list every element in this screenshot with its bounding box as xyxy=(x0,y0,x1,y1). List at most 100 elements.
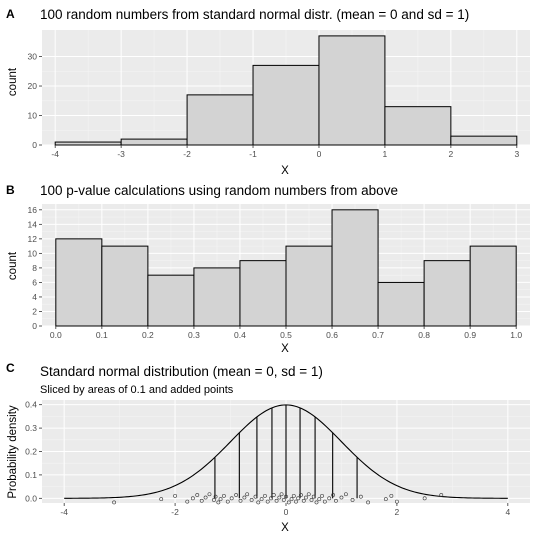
panel-c-data-point xyxy=(383,497,388,502)
panel-a-histogram-bar xyxy=(384,106,452,146)
panel-c-data-point xyxy=(343,492,348,497)
panel-c-data-point xyxy=(218,497,223,502)
panel-a-letter: A xyxy=(6,7,15,21)
panel-a-histogram-bar xyxy=(186,94,254,146)
panel-b-histogram-bar xyxy=(147,274,195,327)
panel-c-data-point xyxy=(311,494,316,499)
panel-c-plot: -4 -2 0 2 4 0.0 0.1 0.2 0.3 0.4 xyxy=(25,400,530,517)
panel-c-data-point xyxy=(207,492,212,497)
panel-b-histogram-bar xyxy=(101,245,149,327)
panel-c-y-axis-title: Probability density xyxy=(7,405,19,499)
panel-c-y-tick-label: 0.3 xyxy=(25,423,37,433)
panel-b-x-tick-label: 1.0 xyxy=(510,330,522,340)
panel-c-data-point xyxy=(334,498,338,503)
panel-c-subtitle: Sliced by areas of 0.1 and added points xyxy=(40,384,234,396)
panel-c-data-point xyxy=(249,498,254,502)
panel-c-data-point xyxy=(301,498,306,503)
panel-b-y-tick-label: 10 xyxy=(28,248,38,258)
panel-c-data-point xyxy=(358,494,363,499)
panel-c-data-point xyxy=(238,498,243,503)
panel-c-x-tick-label: 0 xyxy=(284,507,289,517)
panel-c-data-point xyxy=(366,500,370,505)
panel-c-x-tick-label: 4 xyxy=(505,507,510,517)
panel-b-y-tick-label: 0 xyxy=(32,321,37,331)
panel-a-x-tick-label: -3 xyxy=(117,149,125,159)
panel-c-data-point xyxy=(234,493,238,497)
panel-c-data-point xyxy=(212,498,216,502)
panel-b-x-tick-label: 0.1 xyxy=(96,330,108,340)
panel-c-data-point xyxy=(213,494,218,499)
panel-c-data-point xyxy=(389,493,394,498)
panel-a-histogram-bar xyxy=(54,141,122,146)
panel-c-y-tick-label: 0.4 xyxy=(25,400,37,410)
panel-c-density-curve xyxy=(64,404,508,499)
panel-b-x-tick-label: 0.9 xyxy=(464,330,476,340)
panel-c-data-point xyxy=(216,500,221,505)
panel-b-histogram-bar xyxy=(193,267,241,327)
panel-c-data-point xyxy=(327,496,332,501)
panel-c: C Standard normal distribution (mean = 0… xyxy=(6,361,530,534)
panel-c-data-point xyxy=(314,500,319,505)
panel-c-data-point xyxy=(242,495,247,500)
panel-a-x-tick-label: 0 xyxy=(317,149,322,159)
panel-a-y-tick-label: 30 xyxy=(28,52,38,62)
panel-b-y-tick-label: 8 xyxy=(32,263,37,273)
panel-c-x-tick-label: 2 xyxy=(395,507,400,517)
panel-a-histogram-bar xyxy=(252,64,320,146)
panel-c-data-point xyxy=(309,498,314,502)
panel-c-data-point xyxy=(339,495,344,500)
panel-c-data-point xyxy=(269,496,273,501)
panel-c-data-point xyxy=(259,497,264,502)
panel-b-histogram-bar xyxy=(55,238,103,327)
panel-c-data-point xyxy=(221,493,226,498)
panel-b-x-tick-label: 0.4 xyxy=(234,330,246,340)
panel-c-data-point xyxy=(281,498,286,502)
panel-c-data-point xyxy=(185,499,190,504)
panel-c-data-point xyxy=(229,496,234,501)
panel-b-x-tick-label: 0.8 xyxy=(418,330,430,340)
panel-c-letter: C xyxy=(6,361,15,375)
panel-a-histogram-bar xyxy=(450,135,518,146)
panel-b-x-tick-label: 0.3 xyxy=(188,330,200,340)
panel-c-data-point xyxy=(279,492,284,497)
panel-c-data-point xyxy=(320,493,324,498)
panel-b: B 100 p-value calculations using random … xyxy=(6,183,530,355)
panel-c-data-point xyxy=(245,492,250,497)
panel-c-data-point xyxy=(263,493,267,498)
panel-b-letter: B xyxy=(6,183,15,197)
panel-a-y-tick-label: 10 xyxy=(28,111,38,121)
panel-c-data-point xyxy=(304,495,308,500)
panel-c-data-point xyxy=(277,495,282,500)
panel-a-x-tick-label: -4 xyxy=(51,149,59,159)
panel-c-data-point xyxy=(195,493,200,497)
panel-b-x-tick-label: 0.5 xyxy=(280,330,292,340)
panel-a-x-tick-label: 1 xyxy=(383,149,388,159)
panel-c-y-tick-label: 0.2 xyxy=(25,447,37,457)
panel-a-title: 100 random numbers from standard normal … xyxy=(40,7,469,22)
panel-a-histogram-bar xyxy=(318,35,386,146)
panel-b-y-tick-label: 2 xyxy=(32,306,37,316)
panel-b-y-tick-label: 12 xyxy=(28,234,38,244)
panel-b-y-tick-label: 16 xyxy=(28,205,38,215)
panel-c-title: Standard normal distribution (mean = 0, … xyxy=(40,364,323,379)
panel-c-data-point xyxy=(199,498,204,503)
panel-c-data-point xyxy=(265,499,270,504)
panel-c-data-point xyxy=(159,497,164,502)
panel-c-data-point xyxy=(256,500,261,505)
panel-c-y-tick-label: 0.0 xyxy=(25,493,37,503)
panel-b-histogram-bar xyxy=(469,245,517,327)
panel-c-data-point xyxy=(274,498,279,503)
panel-c-data-point xyxy=(350,498,355,502)
panel-b-histogram-bar xyxy=(285,245,333,327)
panel-a-y-axis-title: count xyxy=(7,67,19,96)
panel-b-x-tick-label: 0.0 xyxy=(50,330,62,340)
panel-a-x-tick-label: 2 xyxy=(448,149,453,159)
panel-c-data-point xyxy=(317,497,322,502)
panel-c-data-point xyxy=(286,500,291,505)
panel-c-data-point xyxy=(439,493,444,497)
panel-c-data-point xyxy=(271,493,276,497)
panel-c-data-point xyxy=(112,500,116,505)
panel-c-data-point xyxy=(173,493,177,498)
